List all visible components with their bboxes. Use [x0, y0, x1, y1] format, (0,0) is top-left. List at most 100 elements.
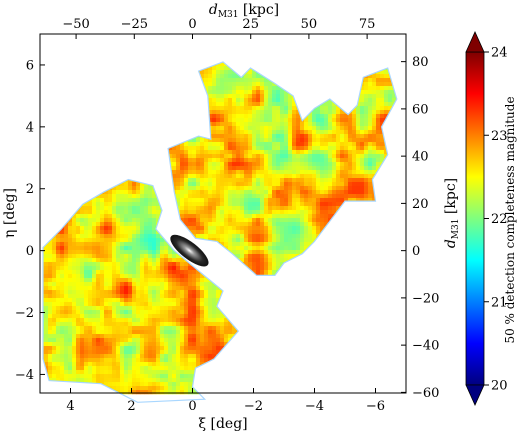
- heatmap-cell: [348, 82, 353, 87]
- heatmap-cell: [164, 218, 169, 223]
- heatmap-cell: [316, 166, 321, 171]
- heatmap-cell: [76, 162, 81, 167]
- heatmap-cell: [368, 102, 373, 107]
- heatmap-cell: [204, 198, 209, 203]
- heatmap-cell: [248, 202, 253, 207]
- heatmap-cell: [184, 198, 189, 203]
- heatmap-cell: [52, 246, 57, 251]
- heatmap-cell: [120, 150, 125, 155]
- heatmap-cell: [208, 206, 213, 211]
- heatmap-cell: [160, 142, 165, 147]
- heatmap-cell: [80, 94, 85, 99]
- heatmap-cell: [204, 61, 209, 63]
- heatmap-cell: [196, 94, 201, 99]
- heatmap-cell: [120, 126, 125, 131]
- heatmap-cell: [180, 130, 185, 135]
- heatmap-cell: [284, 238, 289, 243]
- heatmap-cell: [144, 34, 148, 38]
- heatmap-cell: [164, 206, 169, 211]
- heatmap-cell: [328, 142, 333, 147]
- heatmap-cell: [352, 118, 357, 123]
- heatmap-cell: [200, 138, 205, 143]
- heatmap-cell: [60, 238, 65, 243]
- heatmap-cell: [180, 42, 184, 46]
- heatmap-cell: [312, 202, 317, 207]
- heatmap-cell: [252, 238, 257, 243]
- heatmap-cell: [284, 190, 289, 195]
- heatmap-cell: [208, 61, 213, 63]
- heatmap-cell: [176, 122, 181, 127]
- heatmap-cell: [364, 238, 369, 243]
- heatmap-cell: [260, 110, 265, 115]
- heatmap-cell: [372, 162, 377, 167]
- heatmap-cell: [268, 122, 273, 127]
- heatmap-cell: [136, 182, 141, 187]
- heatmap-cell: [260, 54, 264, 58]
- heatmap-cell: [148, 226, 153, 231]
- heatmap-cell: [352, 61, 357, 63]
- heatmap-cell: [124, 230, 129, 235]
- heatmap-cell: [248, 166, 253, 171]
- heatmap-cell: [208, 202, 213, 207]
- heatmap-cell: [152, 230, 157, 235]
- heatmap-cell: [308, 106, 313, 111]
- heatmap-cell: [292, 230, 297, 235]
- heatmap-cell: [276, 230, 281, 235]
- heatmap-cell: [320, 202, 325, 207]
- heatmap-cell: [332, 130, 337, 135]
- heatmap-cell: [248, 182, 253, 187]
- heatmap-cell: [304, 74, 309, 79]
- heatmap-cell: [288, 230, 293, 235]
- heatmap-cell: [76, 158, 81, 163]
- heatmap-cell: [224, 118, 229, 123]
- heatmap-cell: [168, 218, 173, 223]
- heatmap-cell: [332, 206, 337, 211]
- heatmap-cell: [148, 66, 153, 71]
- heatmap-cell: [248, 98, 253, 103]
- heatmap-cell: [204, 242, 209, 247]
- heatmap-cell: [108, 146, 113, 151]
- heatmap-cell: [364, 230, 369, 235]
- heatmap-cell: [340, 174, 345, 179]
- heatmap-cell: [248, 94, 253, 99]
- heatmap-cell: [316, 190, 321, 195]
- heatmap-cell: [376, 90, 381, 95]
- heatmap-cell: [268, 206, 273, 211]
- heatmap-cell: [132, 70, 137, 75]
- heatmap-cell: [364, 110, 369, 115]
- heatmap-cell: [140, 90, 145, 95]
- heatmap-cell: [100, 154, 105, 159]
- heatmap-cell: [252, 198, 257, 203]
- heatmap-cell: [280, 122, 285, 127]
- heatmap-cell: [288, 130, 293, 135]
- heatmap-cell: [304, 118, 309, 123]
- heatmap-cell: [152, 214, 157, 219]
- heatmap-cell: [292, 222, 297, 227]
- heatmap-cell: [356, 66, 361, 71]
- heatmap-cell: [224, 166, 229, 171]
- heatmap-cell: [276, 110, 281, 115]
- heatmap-cell: [308, 62, 313, 67]
- heatmap-cell: [116, 230, 121, 235]
- heatmap-cell: [332, 102, 337, 107]
- heatmap-cell: [200, 94, 205, 99]
- heatmap-cell: [256, 238, 261, 243]
- heatmap-cell: [64, 114, 69, 119]
- heatmap-cell: [96, 210, 101, 215]
- heatmap-cell: [220, 38, 224, 42]
- heatmap-cell: [312, 62, 317, 67]
- heatmap-cell: [160, 94, 165, 99]
- heatmap-cell: [136, 186, 141, 191]
- heatmap-cell: [192, 98, 197, 103]
- heatmap-cell: [252, 242, 257, 247]
- heatmap-cell: [172, 126, 177, 131]
- heatmap-cell: [372, 94, 377, 99]
- heatmap-cell: [68, 46, 72, 50]
- heatmap-cell: [124, 74, 129, 79]
- heatmap-cell: [380, 86, 385, 91]
- heatmap-cell: [212, 74, 217, 79]
- heatmap-cell: [400, 90, 404, 94]
- heatmap-cell: [252, 190, 257, 195]
- heatmap-cell: [100, 194, 105, 199]
- heatmap-cell: [128, 122, 133, 127]
